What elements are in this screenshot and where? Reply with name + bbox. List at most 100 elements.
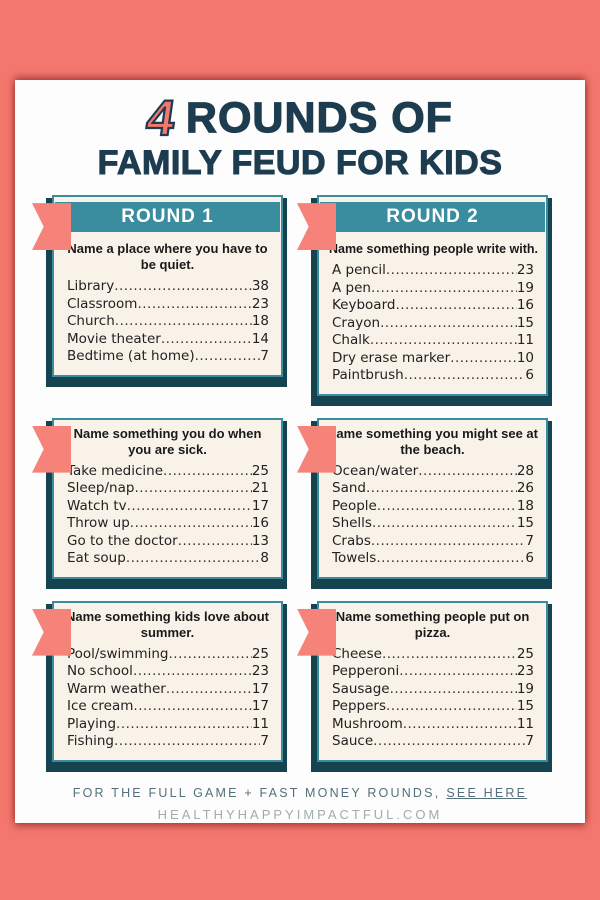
answer-row: Throw up ...............................… [67,515,269,533]
card-body: Name something people put on pizza. Chee… [317,600,548,762]
answer-row: Classroom ..............................… [67,296,269,314]
answers-list: Ocean/water ............................… [319,461,546,577]
answer-row: Warm weather ...........................… [67,681,269,699]
answer-label: Dry erase marker [332,349,451,366]
card-body: ROUND 2 Name something people write with… [317,195,548,396]
answer-label: Shells [332,515,372,532]
dot-leader: ........................................… [168,645,251,662]
page-footer: FOR THE FULL GAME + FAST MONEY ROUNDS, SE… [15,786,585,822]
dot-leader: ........................................… [132,663,252,680]
answer-points: 18 [516,497,534,514]
answer-points: 17 [251,680,269,697]
dot-leader: ........................................… [380,314,517,331]
game-card: Name something kids love about summer. P… [32,600,287,772]
answer-label: Chalk [332,332,370,349]
title-line-2: FAMILY FEUD FOR KIDS [97,144,503,183]
dot-leader: ........................................… [163,462,252,479]
answer-points: 15 [516,698,534,715]
answer-label: Peppers [332,698,386,715]
dot-leader: ........................................… [165,680,252,697]
answer-points: 7 [525,532,534,549]
dot-leader: ........................................… [133,698,252,715]
answer-label: Playing [67,715,117,732]
answer-points: 26 [516,480,534,497]
dot-leader: ........................................… [381,645,517,662]
answer-label: Cheese [332,645,382,662]
answer-label: Watch tv [67,497,127,514]
card-question: Name something you do when you are sick. [73,425,262,457]
page-title: 4 ROUNDS OF FAMILY FEUD FOR KIDS [15,80,585,183]
answer-label: Towels [332,550,377,567]
dot-leader: ........................................… [386,698,517,715]
answer-row: Sauce ..................................… [332,733,534,751]
answer-row: Cheese .................................… [332,646,534,664]
dot-leader: ........................................… [137,295,251,312]
dot-leader: ........................................… [125,550,261,567]
answer-label: Pool/swimming [67,645,169,662]
dot-leader: ........................................… [376,550,525,567]
dot-leader: ........................................… [395,297,516,314]
answer-row: Church .................................… [67,313,269,331]
dot-leader: ........................................… [370,532,526,549]
card-question: Name something people put on pizza. [335,608,530,640]
footer-site-url: HEALTHYHAPPYIMPACTFUL.COM [157,806,443,822]
footer-cta-text: FOR THE FULL GAME + FAST MONEY ROUNDS, [72,785,441,800]
answer-points: 16 [516,297,534,314]
answer-points: 19 [516,279,534,296]
answer-row: Go to the doctor .......................… [67,533,269,551]
answer-label: Sleep/nap [67,480,135,497]
dot-leader: ........................................… [450,349,517,366]
answer-label: Library [67,278,115,295]
dot-leader: ........................................… [126,497,252,514]
answer-points: 8 [260,550,269,567]
answer-row: Ice cream ..............................… [67,698,269,716]
answer-points: 17 [251,698,269,715]
game-card: Name something you might see at the beac… [297,417,552,589]
answer-row: Paintbrush .............................… [332,367,534,385]
dot-leader: ........................................… [399,663,517,680]
dot-leader: ........................................… [129,515,252,532]
answer-label: No school [67,663,133,680]
answers-list: A pencil ...............................… [319,260,546,394]
answer-points: 7 [260,733,269,750]
title-accent-number: 4 [142,89,181,147]
answer-label: A pencil [332,262,386,279]
dot-leader: ........................................… [114,313,252,330]
answer-row: Take medicine ..........................… [67,463,269,481]
answer-label: Throw up [67,515,130,532]
answer-points: 10 [516,349,534,366]
answer-label: Mushroom [332,715,403,732]
answers-list: Library ................................… [54,276,281,375]
answer-points: 23 [251,663,269,680]
card-question: Name something kids love about summer. [66,608,269,640]
answer-row: Mushroom ...............................… [332,716,534,734]
dot-leader: ........................................… [365,480,517,497]
answer-points: 15 [516,515,534,532]
answer-row: A pencil ...............................… [332,262,534,280]
dot-leader: ........................................… [114,733,260,750]
ribbon-icon [32,425,71,473]
dot-leader: ........................................… [403,367,526,384]
answer-label: Crabs [332,532,371,549]
answer-row: No school ..............................… [67,663,269,681]
answer-row: Peppers ................................… [332,698,534,716]
dot-leader: ........................................… [373,733,525,750]
card-body: Name something you might see at the beac… [317,417,548,579]
ribbon-icon [297,608,336,656]
dot-leader: ........................................… [370,279,517,296]
answer-points: 17 [251,497,269,514]
game-card: ROUND 1 Name a place where you have to b… [32,195,287,387]
dot-leader: ........................................… [194,348,261,365]
answer-row: Movie theater ..........................… [67,331,269,349]
see-here-link[interactable]: SEE HERE [446,785,528,800]
answer-points: 23 [251,295,269,312]
answer-row: Towels .................................… [332,550,534,568]
answer-points: 23 [516,663,534,680]
answer-row: Shells .................................… [332,515,534,533]
answer-row: Pepperoni ..............................… [332,663,534,681]
answer-points: 38 [251,278,269,295]
dot-leader: ........................................… [177,532,252,549]
answer-label: Go to the doctor [67,532,178,549]
card-question: Name a place where you have to be quiet. [67,241,268,273]
answer-points: 7 [525,733,534,750]
